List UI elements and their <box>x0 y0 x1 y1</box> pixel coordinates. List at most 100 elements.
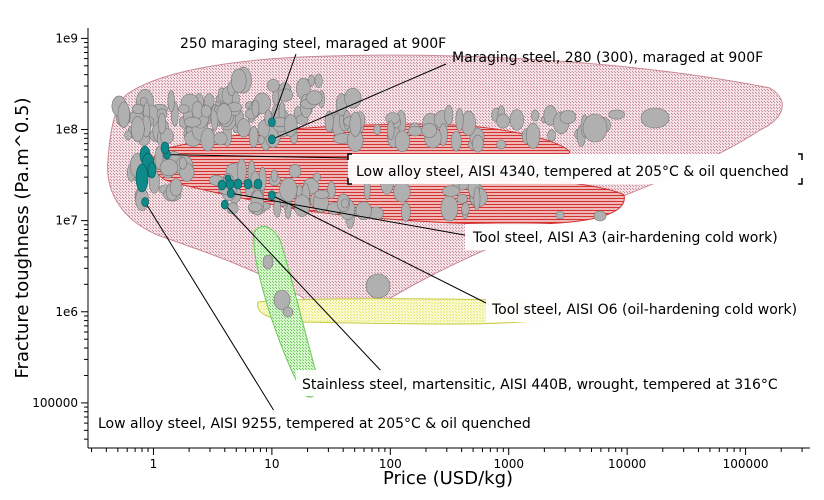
material-bubble <box>327 181 336 200</box>
material-bubble <box>283 114 298 137</box>
material-bubble <box>262 254 274 270</box>
annotation-leader <box>166 154 353 159</box>
material-bubble <box>531 109 540 122</box>
material-bubble <box>251 99 260 118</box>
material-bubble <box>157 112 167 135</box>
material-bubble <box>442 185 461 197</box>
material-bubble <box>450 130 462 152</box>
material-bubble <box>117 101 130 128</box>
material-bubble <box>266 78 280 92</box>
material-bubble <box>386 120 395 141</box>
selection-bracket <box>798 153 803 160</box>
annotation-leader <box>271 63 447 140</box>
material-bubble <box>385 112 401 125</box>
x-axis-ticks: 1 10 100 1000 10000 100000 <box>91 448 803 471</box>
annotation-label: 250 maraging steel, maraged at 900F <box>180 36 446 52</box>
material-bubble <box>444 105 454 125</box>
material-bubble <box>407 125 423 137</box>
material-bubble <box>440 195 459 222</box>
material-bubble <box>130 115 145 142</box>
material-bubble <box>216 103 232 125</box>
highlighted-point <box>268 190 276 201</box>
axes: 1 10 100 1000 10000 100000 100000 1e6 1e7 1e8 1e9 <box>32 28 810 471</box>
material-bubble <box>640 107 670 129</box>
highlighted-point <box>141 197 149 207</box>
material-bubble <box>178 157 187 170</box>
highlighted-point <box>147 161 157 179</box>
material-bubble <box>308 74 316 87</box>
material-bubble <box>525 122 541 149</box>
highlighted-point <box>268 117 276 128</box>
highlighted-point <box>243 178 253 190</box>
material-bubble <box>178 104 190 114</box>
material-bubble <box>183 116 202 128</box>
x-axis-label: Price (USD/kg) <box>383 468 513 489</box>
y-axis-ticks: 100000 1e6 1e7 1e8 1e9 <box>32 31 88 440</box>
material-bubble <box>200 127 215 152</box>
annotation-leader <box>230 192 471 237</box>
annotation-box <box>348 154 802 184</box>
highlighted-point <box>135 163 149 193</box>
material-bubble <box>314 73 323 89</box>
y-tick-label: 1e9 <box>55 31 78 45</box>
material-bubble <box>237 118 251 138</box>
annotation-label: Maraging steel, 280 (300), maraged at 90… <box>452 50 763 66</box>
material-bubble <box>324 110 334 133</box>
material-bubble <box>279 177 298 202</box>
annotation-label: Stainless steel, martensitic, AISI 440B,… <box>302 377 778 393</box>
x-tick-label: 100000 <box>723 457 769 471</box>
material-bubble <box>582 113 608 143</box>
selection-bracket <box>798 178 803 185</box>
annotation-box <box>465 224 785 250</box>
material-bubble <box>401 202 411 222</box>
material-bubble <box>394 130 411 152</box>
material-bubble <box>472 134 484 153</box>
material-bubble <box>124 130 132 141</box>
material-bubble <box>455 108 464 132</box>
x-tick-label: 1 <box>150 457 158 471</box>
material-bubble <box>547 129 556 142</box>
material-bubble <box>169 178 183 197</box>
material-bubble <box>247 202 263 213</box>
selection-bracket <box>347 178 352 185</box>
highlighted-point <box>233 178 243 190</box>
selection-bracket <box>347 153 352 160</box>
material-bubble <box>306 90 323 106</box>
highlighted-point <box>268 134 276 145</box>
material-bubble <box>257 135 265 145</box>
annotation-leader <box>271 53 297 123</box>
material-bubble <box>282 306 294 318</box>
material-bubble <box>608 109 625 120</box>
annotation-leader <box>144 201 277 415</box>
annotation-leader <box>224 204 385 375</box>
material-bubble <box>230 68 247 93</box>
x-tick-label: 10000 <box>608 457 646 471</box>
material-bubble <box>349 111 362 137</box>
x-tick-label: 10 <box>264 457 279 471</box>
y-axis-label: Fracture toughness (Pa.m^0.5) <box>12 98 33 379</box>
material-bubble <box>312 172 322 182</box>
material-bubble <box>270 169 278 182</box>
x-tick-label: 1000 <box>493 457 524 471</box>
y-tick-label: 1e8 <box>55 123 78 137</box>
highlighted-point <box>220 199 229 210</box>
material-bubble <box>461 110 476 136</box>
material-bubble <box>314 189 330 199</box>
material-bubble <box>496 113 510 129</box>
annotation-label: Low alloy steel, AISI 9255, tempered at … <box>98 416 531 432</box>
material-bubble <box>496 139 506 150</box>
y-tick-label: 1e7 <box>55 214 78 228</box>
annotation-label: Low alloy steel, AISI 4340, tempered at … <box>356 164 789 180</box>
annotation-label: Tool steel, AISI O6 (oil-hardening cold … <box>491 302 797 318</box>
material-bubble <box>288 164 302 178</box>
material-bubble <box>365 273 391 299</box>
material-bubble <box>340 198 349 209</box>
y-tick-label: 100000 <box>32 396 78 410</box>
material-bubble <box>421 123 438 138</box>
material-bubble <box>273 289 291 311</box>
material-bubble <box>559 110 577 125</box>
material-bubble <box>593 210 607 222</box>
y-tick-label: 1e6 <box>55 305 78 319</box>
material-bubble <box>355 201 372 221</box>
